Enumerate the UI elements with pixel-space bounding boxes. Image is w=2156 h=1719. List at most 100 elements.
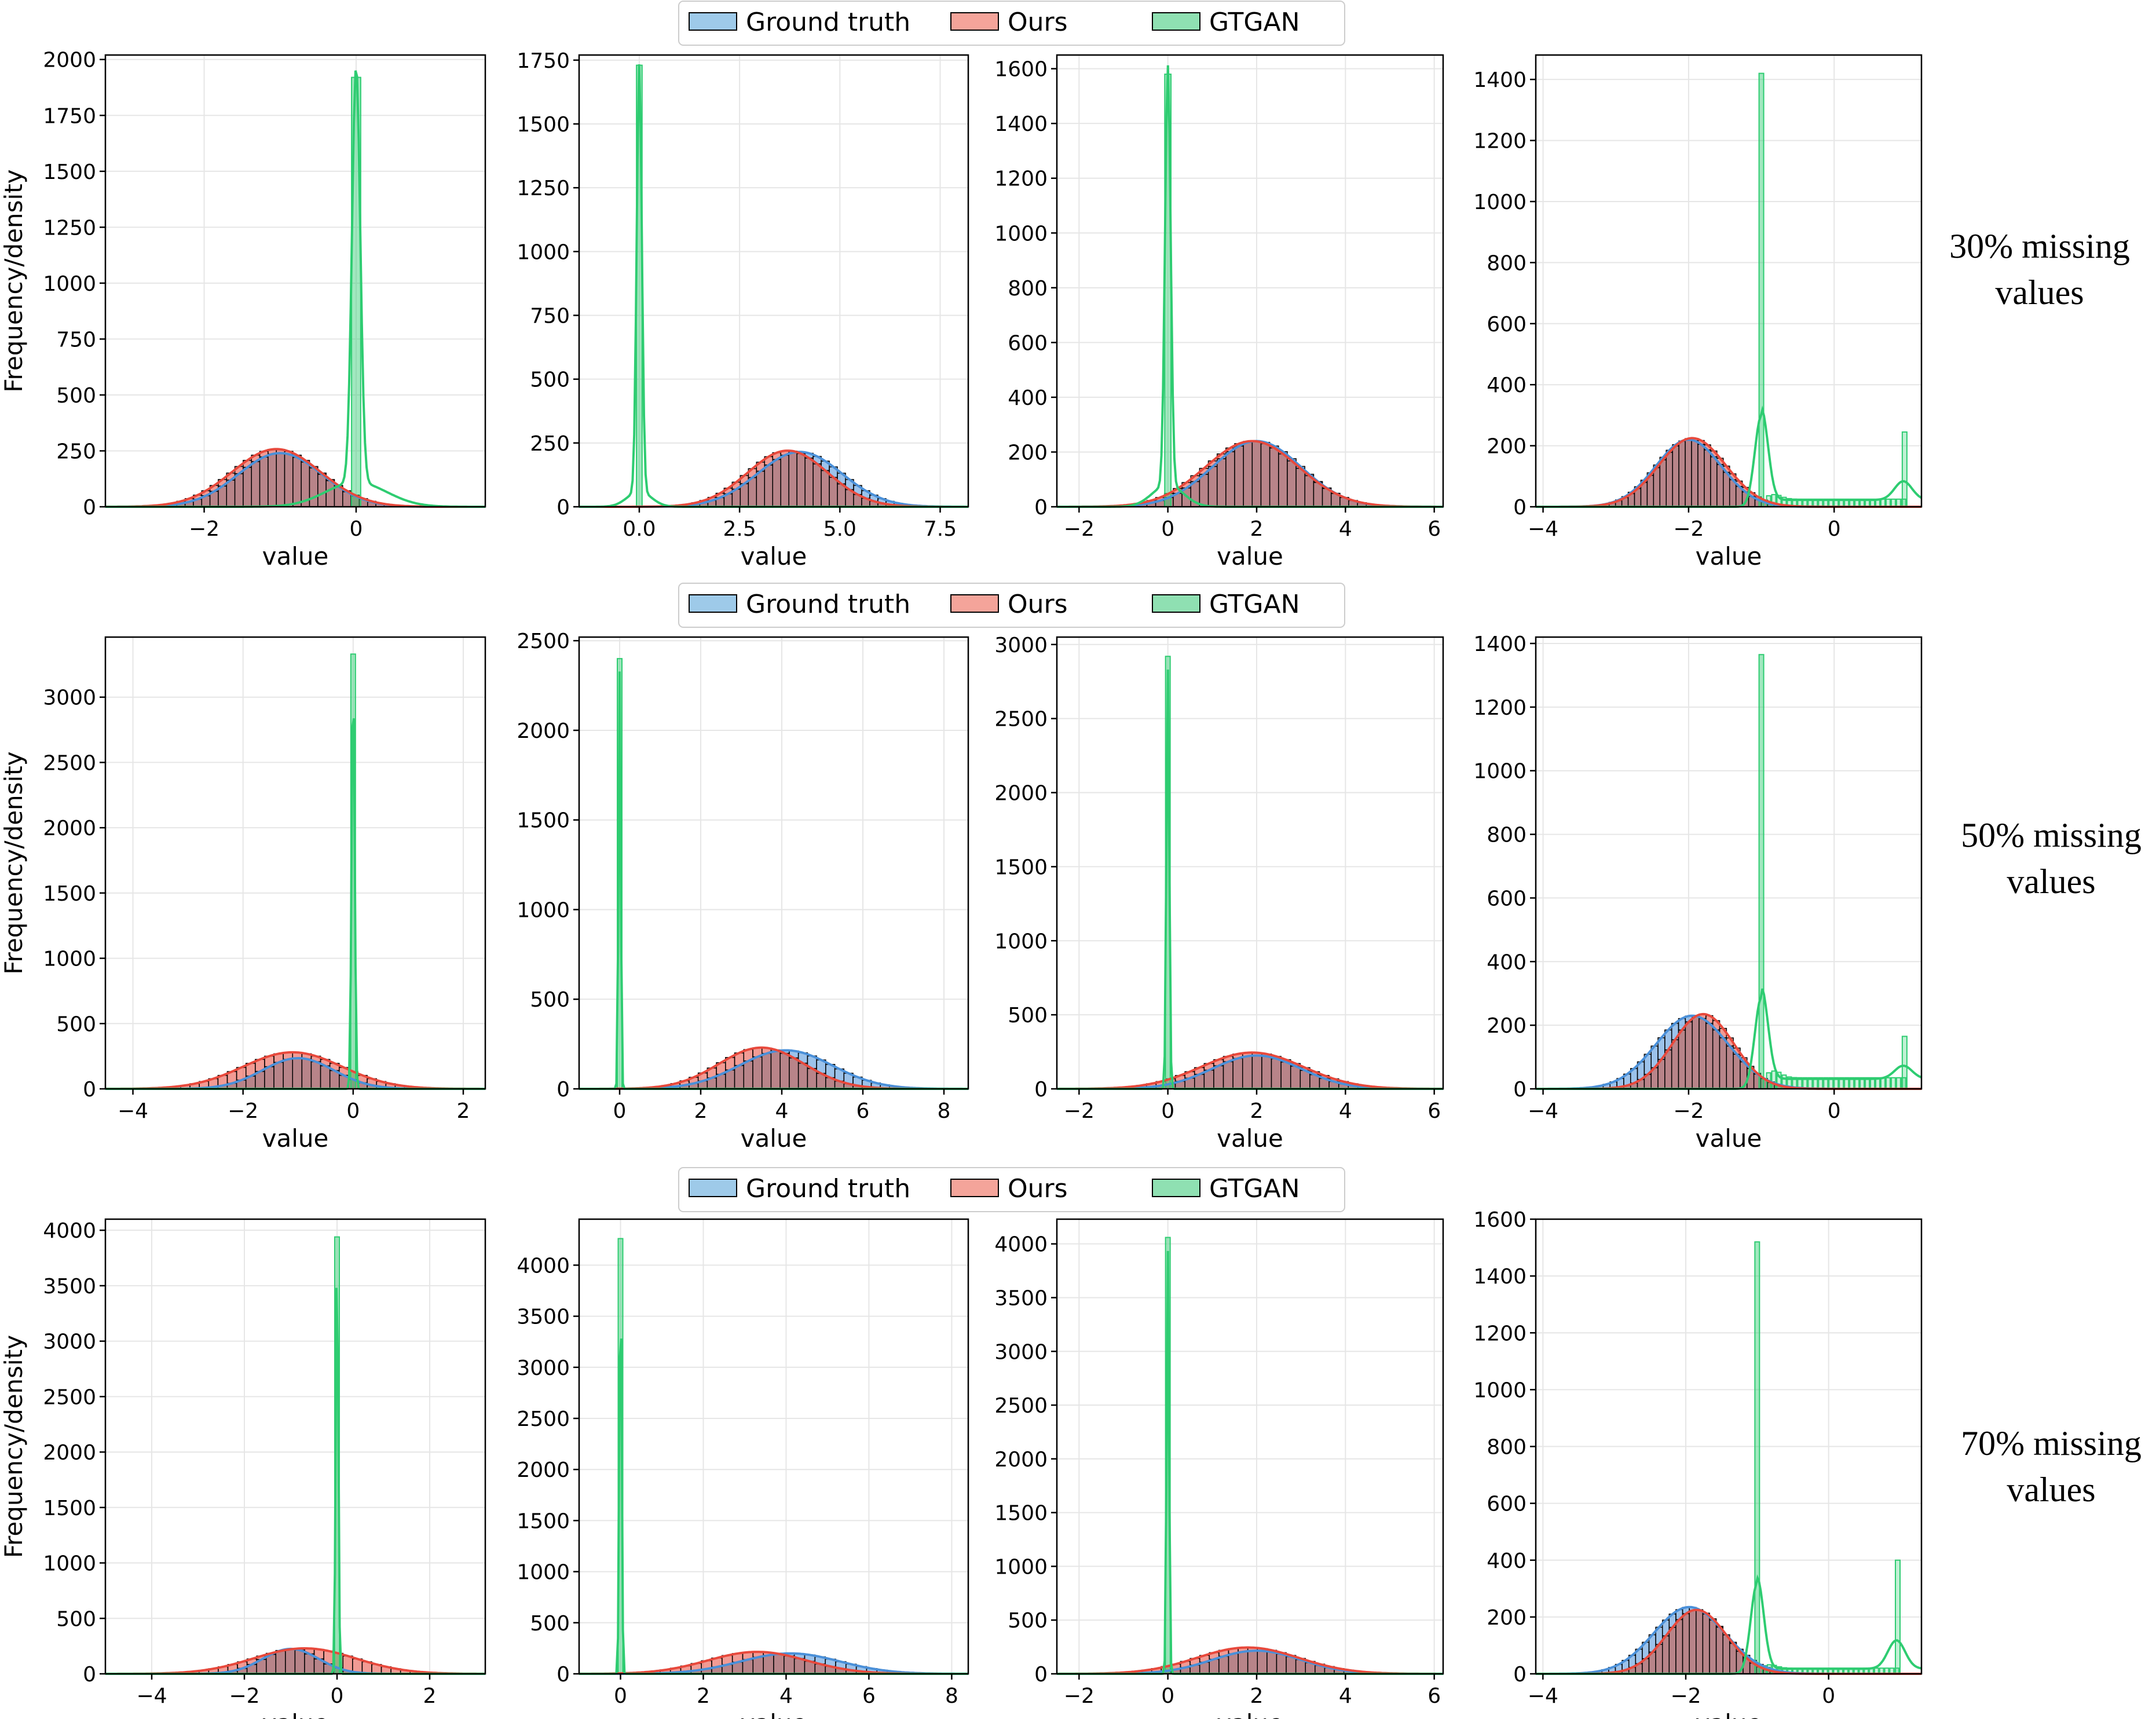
x-tick-label: 5.0 — [823, 517, 856, 541]
gtgan-bar — [1895, 1077, 1901, 1090]
y-tick-label: 800 — [1487, 251, 1527, 275]
y-tick-label: 1200 — [1473, 696, 1527, 720]
legend-swatch — [689, 12, 737, 31]
gtgan-spike-bar — [1754, 1241, 1760, 1674]
x-tick-label: −4 — [118, 1099, 148, 1123]
x-tick-label: 6 — [1427, 1099, 1441, 1123]
overlap-bar — [243, 467, 252, 507]
legend-label: GTGAN — [1209, 1174, 1300, 1204]
y-tick-label: 1500 — [517, 809, 570, 833]
legend-label: Ground truth — [746, 590, 910, 619]
legend-row-0: Ground truth Ours GTGAN — [678, 1, 1345, 46]
overlap-bar — [740, 483, 749, 507]
overlap-bar — [1699, 1018, 1707, 1089]
y-tick-label: 0 — [83, 1663, 96, 1687]
x-tick-label: 8 — [938, 1099, 951, 1123]
overlap-bar — [275, 1650, 286, 1674]
chart-panel-r0-c2: −2 0 2 4 6 0 200 400 600 800 1000 1200 1400 1600 value — [994, 54, 1444, 570]
overlap-bar — [761, 1053, 772, 1089]
overlap-bar — [320, 1065, 331, 1089]
overlap-bar — [1685, 439, 1692, 507]
y-tick-label: 800 — [1487, 1436, 1527, 1460]
overlap-bar — [1225, 451, 1235, 507]
x-axis-label: value — [1217, 1124, 1283, 1153]
y-tick-label: 1000 — [1473, 191, 1527, 214]
x-tick-label: 6 — [856, 1099, 870, 1123]
y-tick-label: 0 — [1034, 1663, 1048, 1687]
y-tick-label: 1000 — [994, 1555, 1048, 1579]
row-label-group: 30% missing values 50% missing values 70% mi… — [1949, 227, 2142, 1509]
overlap-bar — [1723, 471, 1730, 507]
y-tick-label: 1400 — [1473, 68, 1527, 92]
y-tick-label: 500 — [1008, 1609, 1048, 1633]
overlap-bar — [1675, 1619, 1683, 1674]
y-tick-label: 1400 — [994, 112, 1048, 136]
x-tick-label: 0 — [331, 1684, 344, 1708]
overlap-bar — [1715, 1626, 1723, 1674]
overlap-bar — [1719, 1037, 1727, 1089]
y-tick-label: 200 — [1487, 435, 1527, 459]
overlap-bar — [1659, 459, 1667, 507]
y-tick-label: 0 — [1513, 496, 1527, 520]
y-axis-label: Frequency/density — [0, 169, 28, 392]
y-tick-label: 1000 — [43, 1552, 96, 1576]
overlap-bar — [1276, 1654, 1287, 1674]
overlap-bar — [1726, 1045, 1734, 1089]
y-tick-label: 1000 — [1473, 1378, 1527, 1402]
x-axis-label: value — [1217, 1709, 1283, 1719]
y-tick-label: 500 — [56, 1607, 96, 1631]
overlap-bar — [1722, 1634, 1730, 1674]
y-tick-label: 0 — [1034, 1078, 1048, 1102]
overlap-bar — [1691, 440, 1699, 507]
overlap-bar — [793, 1658, 806, 1674]
y-tick-label: 1000 — [517, 1561, 570, 1585]
overlap-bar — [829, 477, 838, 507]
legend-label: GTGAN — [1209, 8, 1300, 37]
overlap-bar — [301, 1058, 312, 1089]
x-axis-label: value — [1696, 1124, 1762, 1153]
overlap-bar — [1671, 1039, 1679, 1089]
gtgan-end-bar — [1895, 1559, 1901, 1674]
y-tick-label: 250 — [56, 440, 96, 463]
x-axis-label: value — [262, 1709, 329, 1719]
overlap-bar — [780, 455, 789, 507]
y-tick-label: 1000 — [1473, 760, 1527, 784]
x-tick-label: −2 — [1064, 1684, 1095, 1708]
gtgan-bar — [1890, 1077, 1896, 1090]
x-tick-label: 4 — [1339, 1099, 1352, 1123]
y-tick-label: 600 — [1008, 331, 1048, 355]
x-tick-label: −2 — [1064, 517, 1095, 541]
x-tick-label: −2 — [189, 517, 219, 541]
overlap-bar — [1266, 1651, 1278, 1674]
overlap-bar — [773, 1653, 785, 1674]
legend-label: GTGAN — [1209, 590, 1300, 619]
y-tick-label: 500 — [530, 988, 570, 1012]
y-tick-label: 1500 — [517, 113, 570, 137]
overlap-bar — [1218, 1655, 1229, 1674]
overlap-bar — [1213, 1065, 1224, 1089]
overlap-bar — [292, 1058, 303, 1089]
y-tick-label: 1000 — [994, 222, 1048, 246]
row-label-line1: 30% missing — [1949, 227, 2130, 265]
chart-panel-r2-c1: 0 2 4 6 8 0 500 1000 1500 2000 2500 3000 3500 4000 val… — [517, 1218, 969, 1719]
overlap-bar — [1271, 1058, 1282, 1089]
overlap-bar — [1260, 443, 1271, 507]
chart-panel-r1-c3: −4 −2 0 0 200 400 600 800 1000 1200 1400 value — [1473, 632, 1923, 1153]
x-tick-label: 4 — [1339, 1684, 1352, 1708]
chart-panel-r2-c3: −4 −2 0 0 200 400 600 800 1000 1200 1400 1600 value — [1473, 1208, 1923, 1719]
plot-frame — [1535, 636, 1923, 1090]
overlap-bar — [1653, 467, 1661, 507]
y-tick-label: 3000 — [994, 634, 1048, 657]
x-tick-label: 0 — [346, 1099, 360, 1123]
x-tick-label: −4 — [1528, 1099, 1558, 1123]
overlap-bar — [1733, 1054, 1741, 1089]
overlap-bar — [788, 452, 797, 507]
y-tick-label: 1200 — [1473, 130, 1527, 153]
overlap-bar — [1242, 1055, 1253, 1089]
legend-label: Ground truth — [746, 1174, 910, 1204]
overlap-bar — [1251, 1055, 1262, 1089]
overlap-bar — [309, 467, 319, 507]
overlap-bar — [1665, 452, 1673, 507]
x-tick-label: 0 — [613, 1099, 627, 1123]
overlap-bar — [317, 474, 327, 507]
